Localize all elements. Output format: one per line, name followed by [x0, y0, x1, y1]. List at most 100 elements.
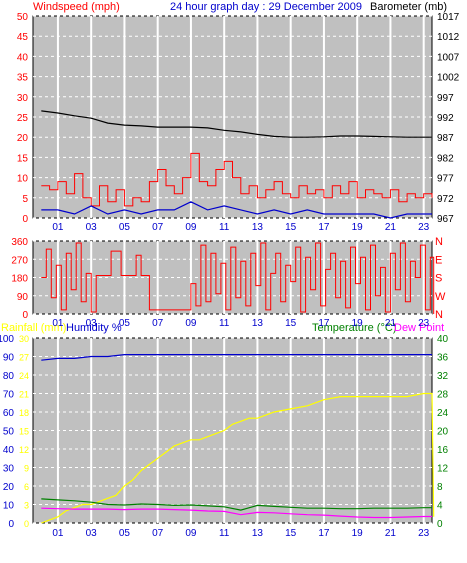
x-tick-label: 23 — [418, 318, 430, 329]
humidity-y-tick-label: 100 — [0, 334, 14, 345]
temperature-y-tick-label: 16 — [437, 445, 449, 456]
direction-y-tick-label: 180 — [11, 274, 28, 285]
barometer-y-tick-label: 1002 — [437, 73, 460, 84]
humidity-y-tick-label: 20 — [3, 482, 15, 493]
chart-marks: 0510152025303540455096797297798298799299… — [0, 12, 460, 539]
barometer-axis-label: Barometer (mb) — [370, 1, 447, 13]
x-tick-label: 07 — [152, 222, 164, 233]
barometer-y-tick-label: 977 — [437, 174, 454, 185]
barometer-y-tick-label: 967 — [437, 214, 454, 225]
x-tick-label: 03 — [86, 318, 98, 329]
rainfall-y-tick-label: 30 — [19, 334, 29, 344]
rainfall-y-tick-label: 12 — [19, 445, 29, 455]
humidity-line — [41, 354, 432, 361]
temperature-y-tick-label: 4 — [437, 501, 443, 512]
humidity-legend-label: Humidity % — [66, 322, 122, 334]
rainfall-y-tick-label: 21 — [19, 390, 29, 400]
rainfall-y-tick-label: 3 — [24, 501, 29, 511]
temperature-y-tick-label: 28 — [437, 390, 449, 401]
x-tick-label: 01 — [52, 318, 64, 329]
rainfall-y-tick-label: 18 — [19, 408, 29, 418]
wind-y-tick-label: 40 — [17, 52, 29, 63]
x-tick-label: 13 — [252, 222, 264, 233]
barometer-y-tick-label: 1017 — [437, 12, 460, 23]
humidity-y-tick-label: 70 — [3, 390, 15, 401]
compass-tick-label: N — [435, 309, 443, 321]
dewpoint-legend-label: Dew Point — [394, 322, 444, 334]
wind-y-tick-label: 15 — [17, 153, 29, 164]
humidity-y-tick-label: 50 — [3, 427, 15, 438]
wind-y-tick-label: 50 — [17, 12, 29, 23]
temperature-y-tick-label: 12 — [437, 464, 449, 475]
x-tick-label: 09 — [185, 222, 197, 233]
x-tick-label: 11 — [219, 528, 230, 539]
barometer-y-tick-label: 1012 — [437, 32, 460, 43]
x-tick-label: 21 — [385, 528, 397, 539]
x-tick-label: 15 — [285, 528, 297, 539]
barometer-y-tick-label: 982 — [437, 153, 454, 164]
x-tick-label: 17 — [318, 222, 330, 233]
x-tick-label: 23 — [418, 222, 430, 233]
wind-y-tick-label: 0 — [22, 214, 28, 225]
barometer-y-tick-label: 997 — [437, 93, 454, 104]
rainfall-y-tick-label: 6 — [24, 482, 29, 492]
wind-y-tick-label: 35 — [17, 73, 29, 84]
humidity-y-tick-label: 90 — [3, 353, 15, 364]
humidity-y-tick-label: 0 — [8, 519, 14, 530]
wind-y-tick-label: 30 — [17, 93, 29, 104]
temperature-y-tick-label: 32 — [437, 371, 449, 382]
average-wind-line — [41, 201, 432, 219]
x-tick-label: 15 — [285, 222, 297, 233]
x-tick-label: 09 — [185, 528, 197, 539]
x-tick-label: 21 — [385, 222, 397, 233]
barometer-y-tick-label: 1007 — [437, 52, 460, 63]
rainfall-legend-label: Rainfall (mm) — [1, 322, 66, 334]
x-tick-label: 17 — [318, 528, 330, 539]
windspeed-line — [41, 152, 433, 207]
temperature-legend-label: Temperature (°C) — [312, 322, 396, 334]
x-tick-label: 23 — [418, 528, 430, 539]
compass-tick-label: S — [435, 273, 442, 285]
direction-y-tick-label: 360 — [11, 237, 28, 248]
wind-y-tick-label: 5 — [22, 194, 28, 205]
x-tick-label: 05 — [119, 318, 131, 329]
direction-y-tick-label: 90 — [17, 292, 29, 303]
humidity-y-tick-label: 80 — [3, 371, 15, 382]
x-tick-label: 19 — [352, 222, 364, 233]
x-tick-label: 11 — [219, 222, 230, 233]
temperature-y-tick-label: 0 — [437, 519, 443, 530]
barometer-line — [41, 110, 432, 138]
compass-tick-label: W — [435, 291, 446, 303]
x-tick-label: 11 — [219, 318, 230, 329]
x-tick-label: 01 — [52, 528, 64, 539]
x-tick-label: 19 — [352, 528, 364, 539]
wind-y-tick-label: 25 — [17, 113, 29, 124]
barometer-y-tick-label: 972 — [437, 194, 454, 205]
x-tick-label: 13 — [252, 528, 264, 539]
x-tick-label: 07 — [152, 528, 164, 539]
x-tick-label: 21 — [385, 318, 397, 329]
x-tick-label: 03 — [86, 222, 98, 233]
rainfall-y-tick-label: 0 — [24, 519, 29, 529]
compass-tick-label: N — [435, 236, 443, 248]
wind-y-tick-label: 20 — [17, 133, 29, 144]
wind-y-tick-label: 45 — [17, 32, 29, 43]
x-tick-label: 13 — [252, 318, 264, 329]
humidity-y-tick-label: 60 — [3, 408, 15, 419]
x-tick-label: 05 — [119, 528, 131, 539]
temperature-y-tick-label: 36 — [437, 353, 449, 364]
x-tick-label: 19 — [352, 318, 364, 329]
temperature-line — [41, 498, 432, 511]
chart-title: 24 hour graph day : 29 December 2009 — [170, 1, 362, 13]
x-tick-label: 07 — [152, 318, 164, 329]
barometer-y-tick-label: 987 — [437, 133, 454, 144]
x-tick-label: 17 — [318, 318, 330, 329]
wind-direction-line — [41, 242, 435, 314]
x-tick-label: 01 — [52, 222, 64, 233]
compass-tick-label: E — [435, 254, 442, 266]
humidity-y-tick-label: 30 — [3, 464, 15, 475]
rainfall-y-tick-label: 27 — [19, 353, 29, 363]
rainfall-y-tick-label: 15 — [19, 427, 29, 437]
